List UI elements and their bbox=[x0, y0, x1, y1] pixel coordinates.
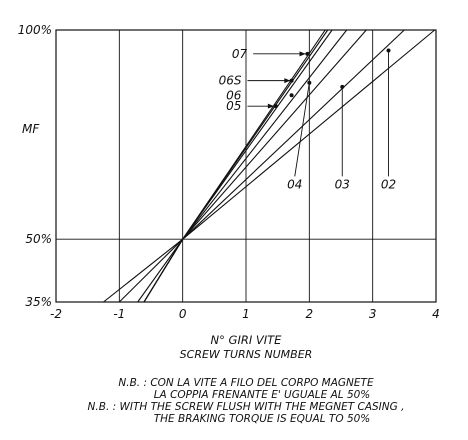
series-line-04 bbox=[137, 29, 367, 303]
grid bbox=[55, 29, 437, 303]
y-tick-label: 35% bbox=[25, 295, 52, 309]
series-label-04: 04 bbox=[287, 177, 302, 191]
x-axis-label: N° GIRI VITE bbox=[211, 333, 283, 347]
x-tick-label: -2 bbox=[50, 307, 62, 321]
series-label-03: 03 bbox=[335, 177, 350, 191]
x-tick-label: -1 bbox=[113, 307, 125, 321]
marker-07 bbox=[305, 51, 310, 56]
tick-labels: -2 -1 0 1 2 3 4 35% 50% 100% bbox=[18, 23, 440, 321]
series-label-06S: 06S bbox=[219, 74, 242, 88]
note-english-line1: N.B. : WITH THE SCREW FLUSH WITH THE MEG… bbox=[88, 401, 405, 413]
series-label-05: 05 bbox=[226, 99, 241, 113]
series-lines bbox=[103, 29, 436, 303]
x-tick-label: 0 bbox=[179, 307, 187, 321]
arrowhead-06S bbox=[284, 78, 291, 84]
series-line-02 bbox=[103, 29, 436, 303]
x-tick-label: 2 bbox=[306, 307, 314, 321]
y-tick-label: 100% bbox=[18, 23, 52, 37]
leader-04 bbox=[294, 82, 310, 177]
x-axis-label-en: SCREW TURNS NUMBER bbox=[180, 348, 313, 361]
x-tick-label: 3 bbox=[369, 307, 377, 321]
series-label-02: 02 bbox=[381, 177, 396, 191]
x-tick-label: 1 bbox=[242, 307, 250, 321]
series-line-05 bbox=[143, 29, 348, 303]
note-italian-line2: LA COPPIA FRENANTE E' UGUALE AL 50% bbox=[154, 389, 371, 401]
series-line-03 bbox=[118, 29, 405, 303]
y-axis-label: MF bbox=[22, 122, 40, 136]
y-tick-label: 50% bbox=[25, 232, 52, 246]
x-tick-label: 4 bbox=[432, 307, 440, 321]
series-markers bbox=[273, 48, 391, 109]
series-line-06 bbox=[143, 29, 333, 303]
marker-06 bbox=[289, 93, 294, 98]
arrowhead-05 bbox=[267, 103, 274, 109]
label-leaders bbox=[247, 50, 389, 177]
series-label-06: 06 bbox=[226, 88, 242, 102]
series-line-07 bbox=[143, 29, 329, 303]
marker-06S bbox=[289, 78, 294, 83]
marker-05 bbox=[273, 104, 278, 109]
series-label-07: 07 bbox=[232, 47, 248, 61]
arrowhead-07 bbox=[299, 51, 306, 57]
note-english-line2: THE BRAKING TORQUE IS EQUAL TO 50% bbox=[154, 413, 371, 425]
note-italian-line1: N.B. : CON LA VITE A FILO DEL CORPO MAGN… bbox=[118, 377, 374, 389]
